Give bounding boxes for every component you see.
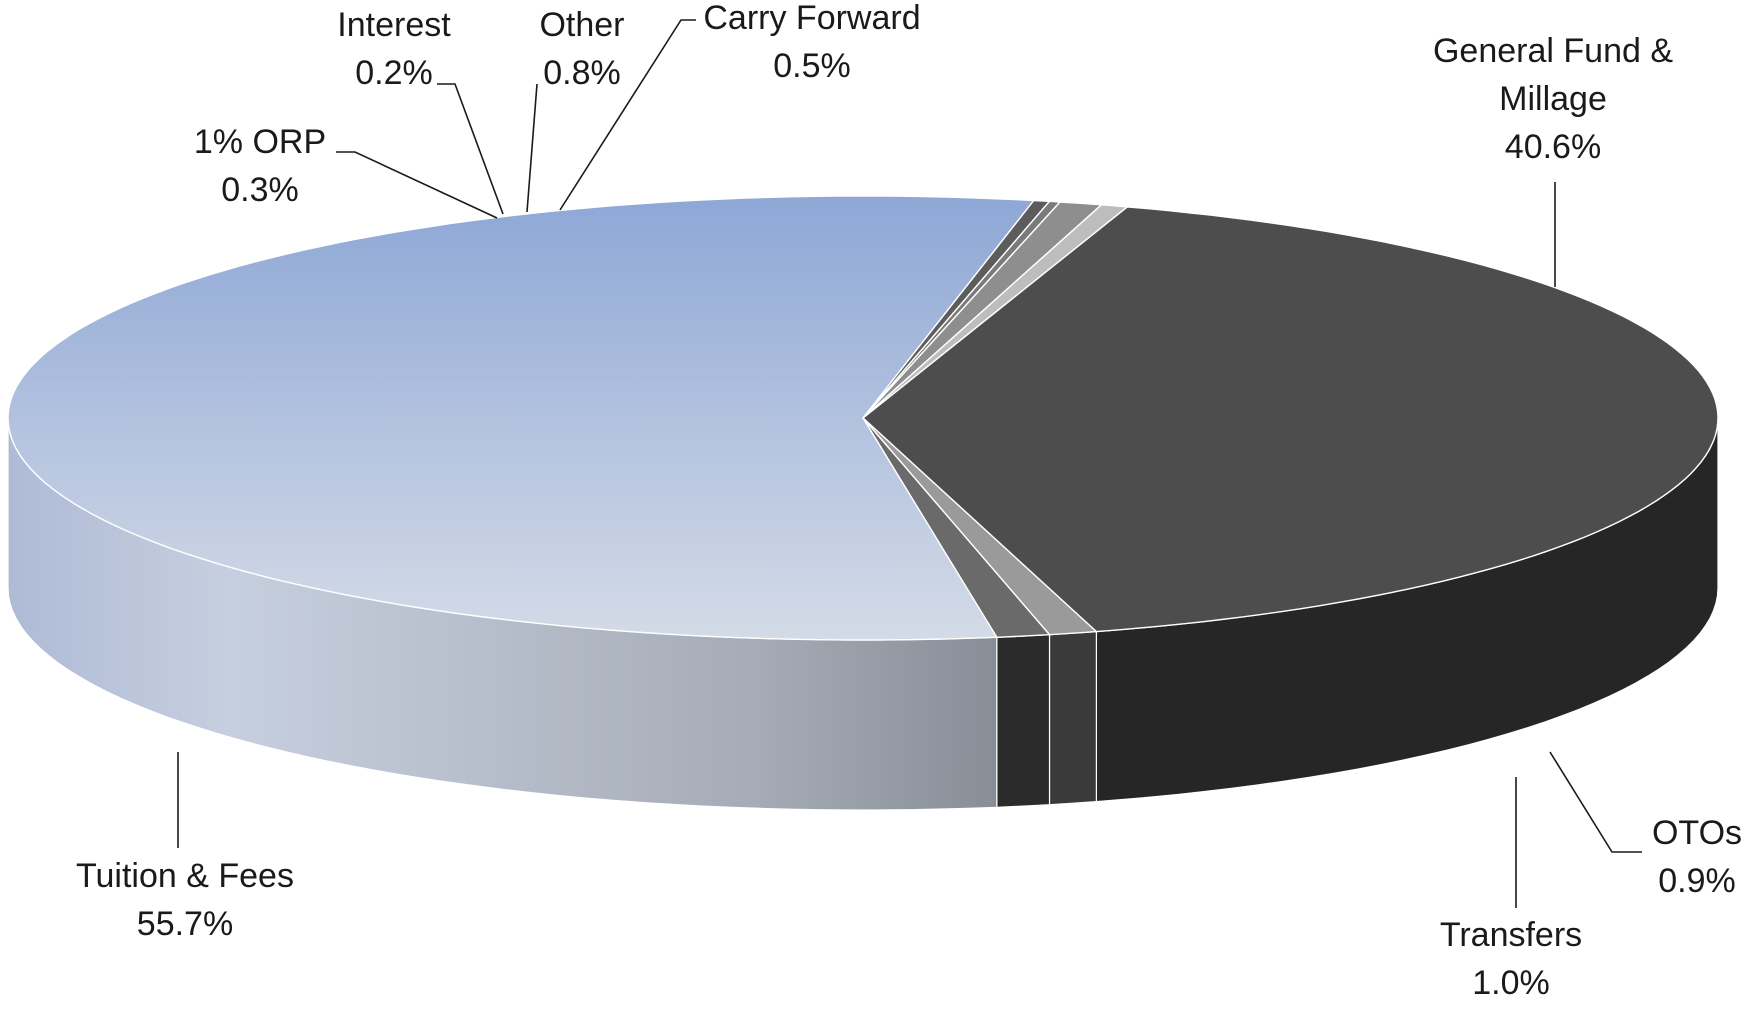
slice-value-label: 0.3% [221, 171, 299, 209]
slice-name-label: 1% ORP [194, 123, 326, 161]
slice-name-label: Transfers [1440, 916, 1582, 954]
slice-value-label: 0.2% [355, 54, 433, 92]
slice-name-label: Millage [1499, 80, 1607, 118]
slice-value-label: 40.6% [1505, 128, 1601, 166]
slice-value-label: 55.7% [137, 905, 233, 943]
slice-name-label: Carry Forward [703, 0, 920, 37]
side-transfers [996, 634, 1051, 808]
slice-tuition-and-fees [7, 195, 1035, 641]
slice-name-label: Tuition & Fees [76, 857, 294, 895]
leader-line-interest [437, 83, 504, 215]
slice-carry-forward [862, 204, 1128, 419]
leader-line-otos [1549, 751, 1642, 853]
leader-line-1pct-orp [336, 151, 498, 219]
side-otos [1048, 630, 1097, 806]
leader-line-other [526, 83, 538, 213]
slice-name-label: Interest [337, 6, 451, 44]
slice-value-label: 0.8% [543, 54, 621, 92]
slice-general-fund-and-millage [862, 206, 1719, 633]
slice-value-label: 1.0% [1472, 964, 1550, 1002]
leader-line-carry-forward [559, 19, 696, 211]
slice-name-label: OTOs [1652, 814, 1741, 852]
slice-name-label: Other [539, 6, 624, 44]
slice-name-label: General Fund & [1433, 32, 1673, 70]
slice-value-label: 0.9% [1658, 862, 1736, 900]
slice-value-label: 0.5% [773, 47, 851, 85]
